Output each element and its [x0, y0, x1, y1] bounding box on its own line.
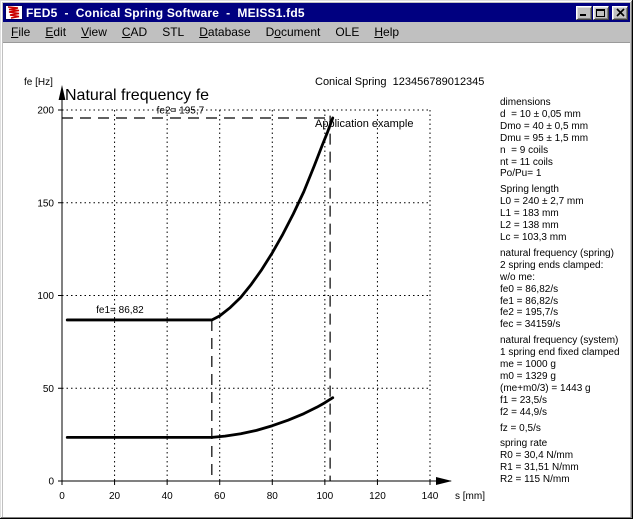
panel-line: R2 = 115 N/mm — [500, 474, 570, 486]
panel-line: fec = 34159/s — [500, 319, 561, 331]
panel-section-4: fz = 0,5/s — [500, 423, 630, 435]
x-tick-label: 60 — [214, 491, 226, 502]
panel-line: 2 spring ends clamped: — [500, 259, 604, 271]
menu-item-help[interactable]: Help — [374, 25, 400, 39]
frequency-chart: 0 20 40 60 80 100 120 140 0 50 100 150 200 fe2= 195,7… — [24, 77, 485, 502]
window-title: FED5 - Conical Spring Software - MEISS1.… — [26, 5, 305, 20]
x-axis-label: s [mm] — [455, 491, 485, 502]
panel-section-5: spring rate R0 = 30,4 N/mm R1 = 31,51 N/mm… — [500, 438, 630, 486]
client-area: Conical Spring 123456789012345 Applicati… — [3, 43, 630, 517]
minimize-icon — [580, 14, 586, 16]
y-tick-label: 150 — [37, 198, 54, 209]
menu-bar: File Edit View CAD STL Database Document OLE Hel… — [3, 22, 630, 43]
panel-line: Dmo = 40 ± 0,5 mm — [500, 120, 589, 132]
y-tick-label: 50 — [43, 384, 55, 395]
marker-lines — [62, 115, 331, 481]
axes: 0 20 40 60 80 100 120 140 0 50 100 150 200 — [37, 85, 452, 502]
panel-line: d = 10 ± 0,05 mm — [500, 108, 581, 120]
x-tick-label: 40 — [162, 491, 174, 502]
panel-line: fe0 = 86,82/s — [500, 283, 559, 295]
panel-line: nt = 11 coils — [500, 156, 553, 168]
menu-item-file[interactable]: File — [11, 25, 31, 39]
panel-line: Lc = 103,3 mm — [500, 231, 567, 243]
x-tick-label: 140 — [422, 491, 439, 502]
menu-item-database[interactable]: Database — [199, 25, 251, 39]
panel-line: R0 = 30,4 N/mm — [500, 450, 574, 462]
panel-line: 1 spring end fixed clamped — [500, 347, 620, 359]
panel-line: fe2 = 195,7/s — [500, 307, 559, 319]
panel-section-0: dimensions d = 10 ± 0,05 mm Dmo = 40 ± 0,5… — [500, 97, 630, 180]
menu-item-stl[interactable]: STL — [162, 25, 185, 39]
panel-line: (me+m0/3) = 1443 g — [500, 382, 591, 394]
results-panel: dimensions d = 10 ± 0,05 mm Dmo = 40 ± 0,5… — [500, 97, 630, 490]
panel-line: natural frequency (spring) — [500, 247, 614, 259]
menu-item-document[interactable]: Document — [265, 25, 321, 39]
spring-description: Application example — [315, 118, 414, 130]
panel-line: L2 = 138 mm — [500, 220, 559, 232]
menu-item-edit[interactable]: Edit — [45, 25, 67, 39]
panel-line: natural frequency (system) — [500, 335, 619, 347]
x-axis-arrow-icon — [436, 477, 452, 485]
panel-line: Po/Pu= 1 — [500, 168, 542, 180]
panel-line: dimensions — [500, 97, 551, 108]
menu-item-view[interactable]: View — [81, 25, 107, 39]
series-curve-1 — [65, 396, 335, 439]
panel-line: fz = 0,5/s — [500, 422, 541, 434]
panel-line: Dmu = 95 ± 1,5 mm — [500, 132, 589, 144]
chart-title: Natural frequency fe — [65, 87, 209, 104]
x-tick-label: 0 — [59, 491, 65, 502]
panel-line: fe1 = 86,82/s — [500, 295, 559, 307]
drawing-header: Conical Spring 123456789012345 Applicati… — [315, 47, 484, 159]
app-icon — [5, 5, 23, 20]
x-tick-label: 80 — [267, 491, 279, 502]
x-tick-label: 120 — [369, 491, 386, 502]
x-tick-label: 20 — [109, 491, 121, 502]
menu-item-cad[interactable]: CAD — [121, 25, 148, 39]
panel-line: n = 9 coils — [500, 144, 549, 156]
curve-annotation-0: fe2= 195,7 — [157, 106, 205, 117]
panel-line: f2 = 44,9/s — [500, 406, 547, 418]
close-icon — [615, 8, 625, 17]
spring-name: Conical Spring 123456789012345 — [315, 76, 485, 88]
panel-line: L1 = 183 mm — [500, 208, 559, 220]
series-curve-0 — [65, 116, 335, 322]
y-axis-label: fe [Hz] — [24, 77, 53, 88]
panel-line: m0 = 1329 g — [500, 370, 556, 382]
panel-section-2: natural frequency (spring) 2 spring ends … — [500, 248, 630, 331]
panel-line: f1 = 23,5/s — [500, 394, 547, 406]
panel-line: me = 1000 g — [500, 359, 556, 371]
y-tick-label: 100 — [37, 291, 54, 302]
title-bar[interactable]: FED5 - Conical Spring Software - MEISS1.… — [3, 3, 630, 22]
menu-item-ole[interactable]: OLE — [335, 25, 360, 39]
panel-line: R1 = 31,51 N/mm — [500, 462, 579, 474]
close-button[interactable] — [612, 5, 628, 20]
panel-line: L0 = 240 ± 2,7 mm — [500, 196, 584, 208]
panel-section-1: Spring length L0 = 240 ± 2,7 mm L1 = 183 m… — [500, 184, 630, 244]
curve-annotation-1: fe1= 86,82 — [96, 305, 144, 316]
x-tick-label: 100 — [317, 491, 334, 502]
panel-line: w/o me: — [500, 271, 536, 283]
maximize-icon — [596, 9, 605, 17]
grid-lines — [62, 109, 431, 481]
panel-line: spring rate — [500, 438, 548, 450]
y-axis-arrow-icon — [58, 85, 66, 100]
panel-line: Spring length — [500, 184, 559, 196]
minimize-button[interactable] — [576, 5, 592, 20]
maximize-button[interactable] — [593, 5, 609, 20]
panel-section-3: natural frequency (system) 1 spring end f… — [500, 335, 630, 418]
y-tick-label: 200 — [37, 106, 54, 117]
y-tick-label: 0 — [48, 477, 54, 488]
